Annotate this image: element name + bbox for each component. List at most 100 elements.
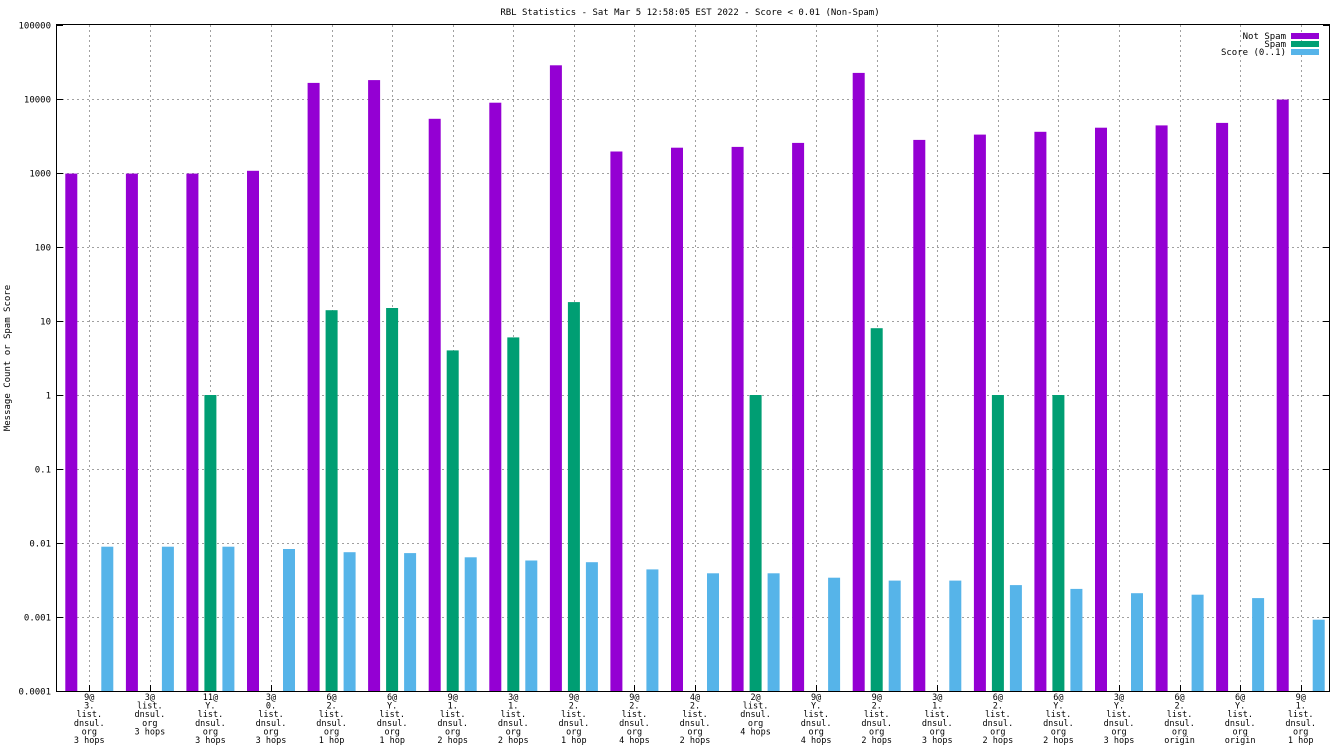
- x-category-label-line: 2 hops: [680, 736, 711, 746]
- legend-swatch: [1291, 41, 1319, 47]
- bar-not-spam: [65, 173, 78, 692]
- plot-frame: [56, 24, 1330, 692]
- x-category-label-line: 1 hop: [319, 736, 345, 746]
- bar-score-0-1: [343, 552, 356, 691]
- bar-not-spam: [186, 173, 199, 692]
- legend-label: Not Spam: [1243, 32, 1286, 42]
- x-category-label-line: list.: [319, 710, 345, 720]
- x-category-label-line: dnsul.: [74, 719, 105, 729]
- x-category-label-line: org: [1232, 727, 1247, 737]
- y-tick-label: 10000: [24, 96, 51, 106]
- bar-score-0-1: [101, 546, 114, 691]
- x-category-label-line: list.: [198, 710, 224, 720]
- bar-score-0-1: [1252, 598, 1265, 691]
- bar-score-0-1: [1009, 585, 1022, 691]
- x-category-label-line: org: [82, 727, 97, 737]
- x-category-label-line: 4 hops: [619, 736, 650, 746]
- x-category-label-line: org: [263, 727, 278, 737]
- x-category-label-line: list.: [561, 710, 587, 720]
- x-category-label-line: Y.: [1053, 702, 1063, 712]
- bar-not-spam: [792, 142, 805, 691]
- x-category-label-line: 2.: [1174, 702, 1184, 712]
- bar-score-0-1: [949, 580, 962, 691]
- chart-title: RBL Statistics - Sat Mar 5 12:58:05 EST …: [500, 8, 879, 18]
- x-category-label-line: 2.: [326, 702, 336, 712]
- x-category-label-line: org: [566, 727, 581, 737]
- x-category-label-line: list.: [682, 710, 708, 720]
- legend-swatch: [1291, 33, 1319, 39]
- y-axis-label: Message Count or Spam Score: [3, 285, 13, 431]
- bar-not-spam: [852, 72, 865, 691]
- x-category-label-line: 9@: [872, 693, 882, 703]
- bar-score-0-1: [646, 569, 659, 691]
- x-category-label-line: org: [930, 727, 945, 737]
- x-category-label-line: list.: [1227, 710, 1253, 720]
- x-category-label-line: list.: [985, 710, 1011, 720]
- x-category-label-line: 9@: [84, 693, 94, 703]
- y-tick-label: 0.0001: [18, 688, 51, 698]
- x-category-label-line: dnsul.: [316, 719, 347, 729]
- x-category-label-line: 9@: [448, 693, 458, 703]
- x-category-label-line: 3 hops: [195, 736, 226, 746]
- x-category-label-line: 2 hops: [437, 736, 468, 746]
- x-category-label-line: 3@: [932, 693, 942, 703]
- bar-spam: [204, 395, 217, 691]
- bar-not-spam: [1276, 99, 1289, 692]
- x-category-label-line: origin: [1225, 736, 1256, 746]
- x-category-label-line: dnsul.: [922, 719, 953, 729]
- x-category-label-line: org: [506, 727, 521, 737]
- x-category-label-line: 1.: [1296, 702, 1306, 712]
- bar-not-spam: [125, 173, 138, 692]
- y-tick-label: 1: [46, 392, 51, 402]
- bar-score-0-1: [1131, 593, 1143, 691]
- x-category-label-line: list.: [137, 702, 163, 712]
- x-category-label-line: list.: [1106, 710, 1132, 720]
- x-category-label-line: dnsul.: [256, 719, 287, 729]
- bar-score-0-1: [464, 557, 477, 691]
- x-category-label-line: dnsul.: [1285, 719, 1316, 729]
- bar-spam: [386, 308, 399, 691]
- x-category-label-line: 2 hops: [1043, 736, 1074, 746]
- bar-not-spam: [428, 118, 441, 692]
- bar-score-0-1: [1312, 619, 1325, 691]
- x-category-label-line: list.: [440, 710, 466, 720]
- bar-not-spam: [1034, 131, 1047, 692]
- x-category-label-line: 2@: [750, 693, 760, 703]
- x-category-label-line: 1 hop: [379, 736, 405, 746]
- y-tick-label: 100: [35, 244, 51, 254]
- bar-not-spam: [247, 170, 259, 692]
- x-category-label-line: list.: [622, 710, 648, 720]
- bar-score-0-1: [222, 546, 235, 691]
- x-category-label-line: org: [687, 727, 702, 737]
- bar-score-0-1: [1070, 588, 1083, 691]
- x-category-label-line: dnsul.: [680, 719, 711, 729]
- x-category-label-line: 3@: [1114, 693, 1124, 703]
- x-category-label-line: 3@: [508, 693, 518, 703]
- x-category-label-line: org: [627, 727, 642, 737]
- x-category-label-line: org: [142, 719, 157, 729]
- x-category-label-line: list.: [924, 710, 950, 720]
- x-category-label-line: org: [869, 727, 884, 737]
- x-category-label-line: 9@: [569, 693, 579, 703]
- x-category-label-line: dnsul.: [1225, 719, 1256, 729]
- bar-not-spam: [610, 151, 623, 691]
- y-tick-label: 100000: [18, 22, 51, 32]
- x-category-label-line: 3@: [145, 693, 155, 703]
- bar-spam: [1052, 395, 1065, 691]
- bar-score-0-1: [707, 573, 719, 691]
- x-category-label-line: Y.: [1114, 702, 1124, 712]
- x-category-label-line: list.: [864, 710, 890, 720]
- x-category-label-line: org: [990, 727, 1005, 737]
- x-category-label-line: 1.: [508, 702, 518, 712]
- x-category-label-line: dnsul.: [861, 719, 892, 729]
